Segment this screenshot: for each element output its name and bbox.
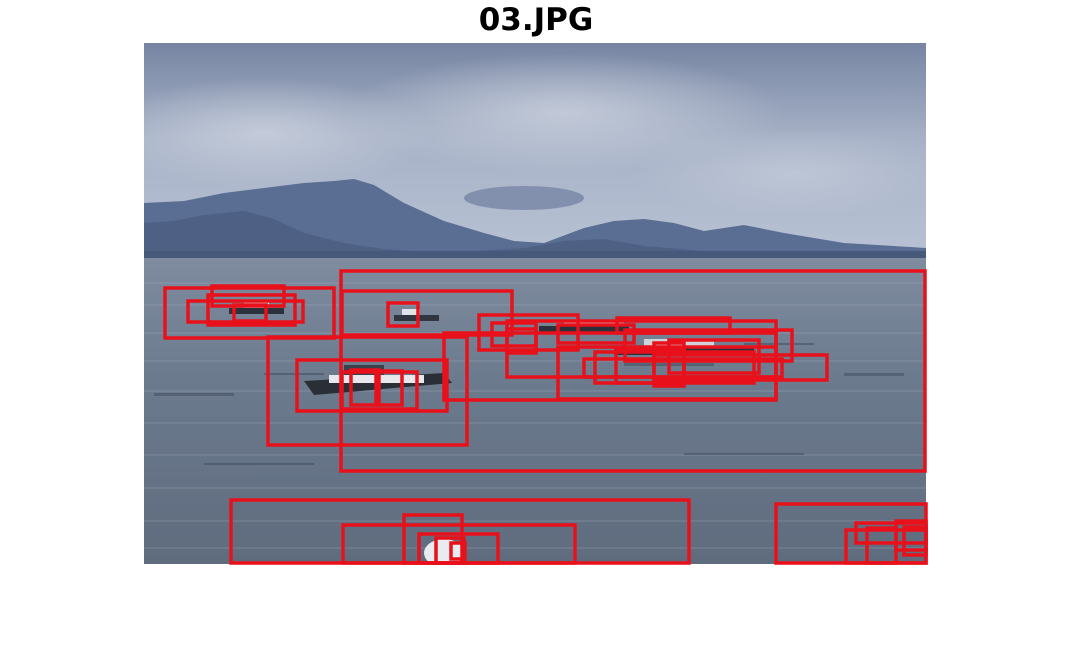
shoreline: [144, 251, 926, 261]
cloud: [634, 128, 926, 218]
cloud: [344, 53, 784, 173]
photo: [144, 43, 926, 564]
mountain-range-far: [144, 179, 926, 261]
lake-scene: [144, 43, 926, 564]
cloud: [464, 186, 584, 210]
figure-title: 03.JPG: [478, 2, 594, 38]
